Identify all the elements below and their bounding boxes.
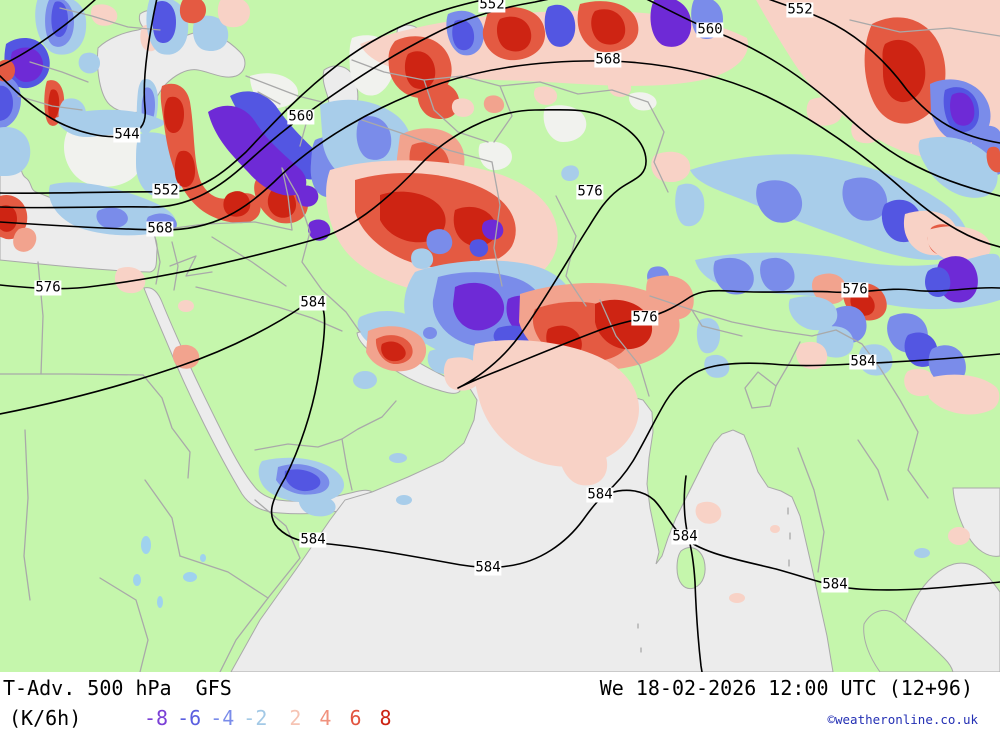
- contour-544-outer: [0, 0, 96, 67]
- scale-value: 6: [349, 706, 362, 730]
- country-border-layer: [0, 7, 1000, 672]
- contour-584-north: [604, 353, 1000, 495]
- scale-value: -2: [243, 706, 268, 730]
- contour-568: [0, 60, 1000, 248]
- map-title: T-Adv. 500 hPa GFS: [3, 676, 232, 700]
- scale-value: 8: [379, 706, 392, 730]
- contour-552-west: [0, 0, 487, 195]
- scale-value: -6: [177, 706, 202, 730]
- valid-time: We 18-02-2026 12:00 UTC (12+96): [599, 676, 973, 700]
- indian-ocean: [230, 355, 834, 672]
- red-sea-gulf-of-aden: [143, 287, 374, 515]
- contour-584-south: [683, 475, 703, 672]
- contour-560-east: [646, 0, 1000, 197]
- scale-value: -8: [144, 706, 169, 730]
- weather-map: 544 552 560 568 552 568 560 552 576 576 576 576 584 5…: [0, 0, 1000, 672]
- footer-bar: T-Adv. 500 hPa GFS (K/6h) -8 -6 -4 -2 2 4 6 8 W…: [0, 672, 1000, 733]
- map-canvas: [0, 0, 1000, 672]
- scale-value: -4: [210, 706, 235, 730]
- copyright-link[interactable]: ©weatheronline.co.uk: [827, 712, 978, 727]
- unit-label: (K/6h): [9, 706, 82, 730]
- contour-576: [0, 108, 1000, 389]
- scale-value: 4: [319, 706, 332, 730]
- color-scale-legend: -8 -6 -4 -2 2 4 6 8: [144, 706, 410, 730]
- sri-lanka-island: [676, 547, 706, 590]
- scale-value: 2: [289, 706, 302, 730]
- sumatra-island: [863, 609, 954, 672]
